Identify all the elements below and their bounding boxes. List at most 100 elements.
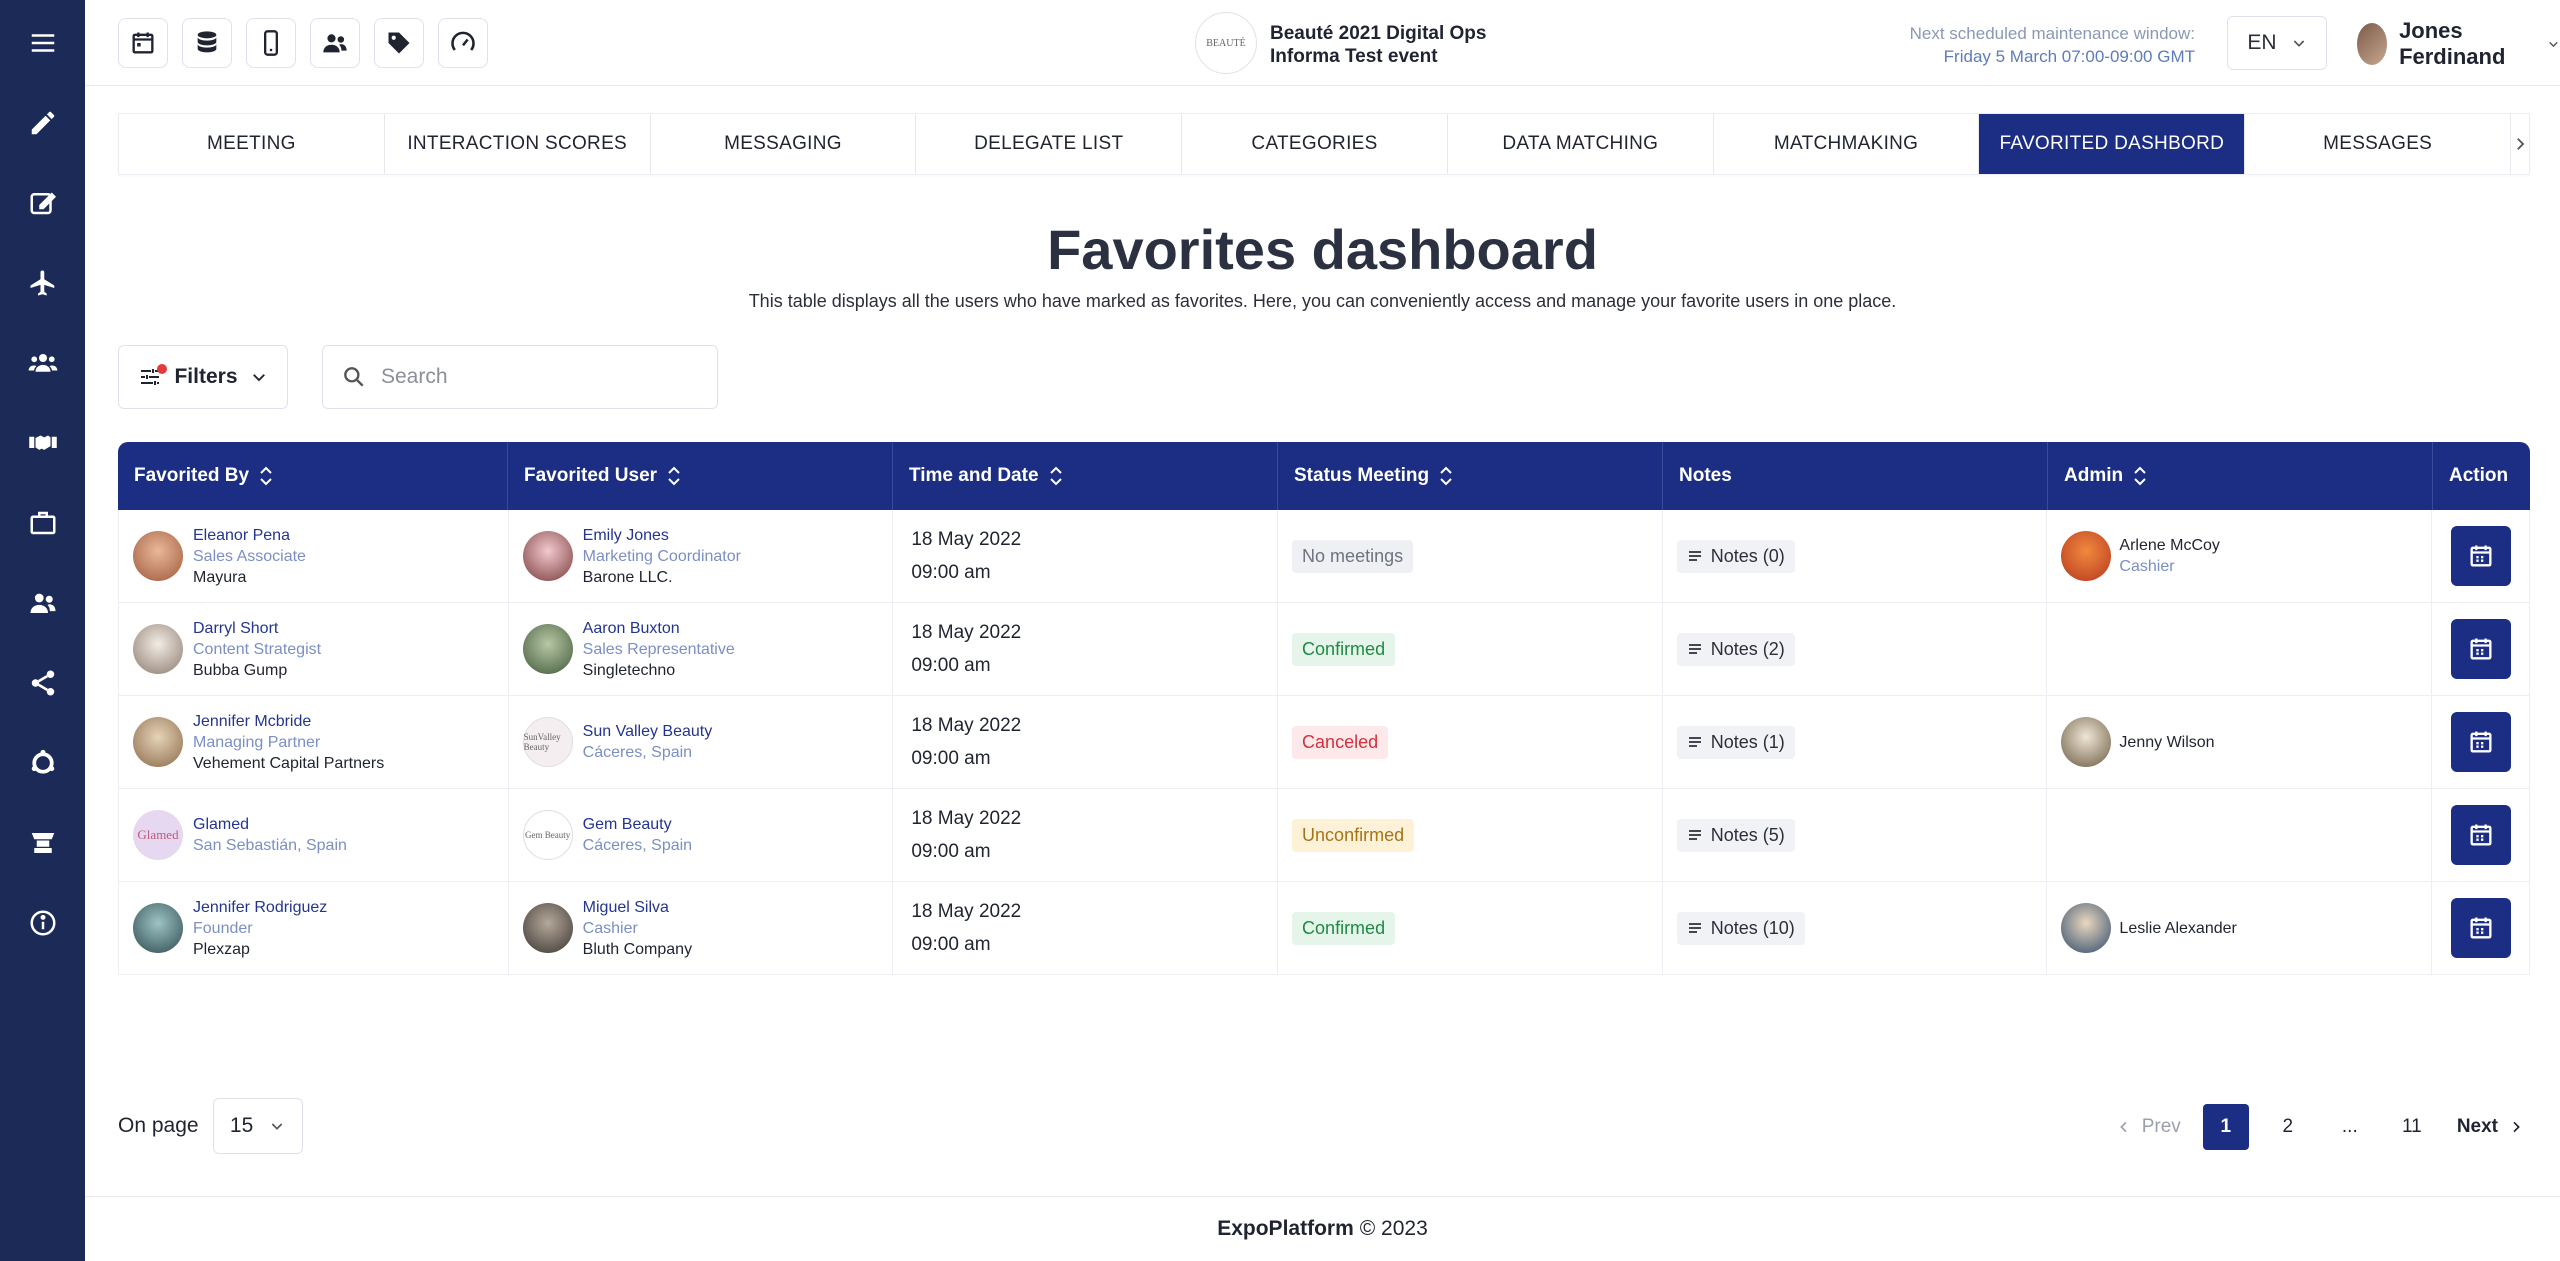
favorited-by-org: Vehement Capital Partners (193, 754, 385, 772)
tab-messages[interactable]: MESSAGES (2245, 114, 2512, 174)
chevron-right-icon (2513, 1121, 2520, 1133)
column-label: Action (2449, 465, 2509, 486)
notes-button[interactable]: Notes (10) (1676, 911, 1805, 945)
favorited-by-name[interactable]: Eleanor Pena (193, 526, 290, 544)
briefcase-icon[interactable] (0, 495, 85, 551)
page-button[interactable]: 11 (2401, 1116, 2422, 1137)
notes-button[interactable]: Notes (1) (1676, 725, 1795, 759)
meeting-date: 18 May 2022 (911, 529, 1022, 550)
prev-page-button[interactable]: Prev (2110, 1104, 2187, 1150)
tab-meeting[interactable]: MEETING (119, 114, 385, 174)
avatar (522, 624, 573, 674)
users-icon[interactable] (310, 18, 360, 68)
maintenance-notice: Next scheduled maintenance window: Frida… (1825, 22, 2195, 68)
avatar (2357, 23, 2388, 65)
page-button[interactable]: 2 (2282, 1116, 2294, 1137)
status-badge: Unconfirmed (1292, 818, 1415, 852)
meeting-date: 18 May 2022 (911, 901, 1022, 922)
handshake-icon[interactable] (0, 415, 85, 471)
tag-icon[interactable] (374, 18, 424, 68)
favorited-by-name[interactable]: Darryl Short (193, 619, 279, 637)
event-title: Beauté 2021 Digital Ops Informa Test eve… (1270, 22, 1486, 68)
calendar-icon (2470, 545, 2492, 567)
pencil-icon[interactable] (0, 95, 85, 151)
favorited-by-name[interactable]: Jennifer Rodriguez (193, 898, 328, 916)
next-page-button[interactable]: Next (2451, 1104, 2530, 1150)
favorited-user-location: Cáceres, Spain (582, 837, 693, 854)
favorited-by-name[interactable]: Jennifer Mcbride (193, 712, 312, 730)
sort-icon (1049, 466, 1062, 486)
tab-data-matching[interactable]: DATA MATCHING (1448, 114, 1714, 174)
tab-favorited-dashbord[interactable]: FAVORITED DASHBORD (1979, 114, 2246, 174)
notes-button[interactable]: Notes (5) (1676, 818, 1795, 852)
calendar-icon[interactable] (118, 18, 168, 68)
search-input[interactable] (381, 365, 701, 389)
schedule-meeting-button[interactable] (2450, 805, 2511, 865)
people-icon[interactable] (0, 575, 85, 631)
column-favorited-user[interactable]: Favorited User (508, 442, 893, 510)
footer: ExpoPlatform © 2023 (85, 1196, 2560, 1261)
favorited-user-name[interactable]: Gem Beauty (582, 816, 672, 833)
column-favorited-by[interactable]: Favorited By (118, 442, 508, 510)
column-admin[interactable]: Admin (2048, 442, 2433, 510)
tab-matchmaking[interactable]: MATCHMAKING (1714, 114, 1980, 174)
favorited-user-name[interactable]: Miguel Silva (582, 898, 669, 916)
notes-label: Notes (10) (1710, 917, 1795, 938)
company-logo: SunValley Beauty (522, 717, 573, 767)
schedule-meeting-button[interactable] (2450, 526, 2511, 586)
notes-icon (1688, 830, 1701, 840)
avatar (133, 903, 183, 953)
tabs-scroll-right[interactable] (2511, 114, 2529, 174)
chevron-down-icon (2293, 40, 2304, 47)
table-row: Eleanor Pena Sales Associate Mayura Emily … (118, 510, 2530, 603)
notes-button[interactable]: Notes (0) (1676, 539, 1795, 573)
booth-icon[interactable] (0, 815, 85, 871)
airplane-icon[interactable] (0, 255, 85, 311)
refresh-ring-icon[interactable] (0, 735, 85, 791)
schedule-meeting-button[interactable] (2450, 898, 2511, 958)
tab-categories[interactable]: CATEGORIES (1182, 114, 1448, 174)
column-label: Status Meeting (1294, 465, 1430, 486)
meeting-date: 18 May 2022 (911, 622, 1022, 643)
column-status-meeting[interactable]: Status Meeting (1278, 442, 1663, 510)
speedometer-icon[interactable] (438, 18, 488, 68)
avatar (133, 531, 183, 581)
mobile-icon[interactable] (246, 18, 296, 68)
pagination: Prev 1 2 ... 11 Next (2110, 1104, 2530, 1150)
filters-label: Filters (174, 365, 238, 388)
favorited-user-name[interactable]: Sun Valley Beauty (582, 723, 713, 740)
notes-button[interactable]: Notes (2) (1676, 632, 1795, 666)
notes-label: Notes (2) (1710, 638, 1785, 659)
favorited-user-name[interactable]: Aaron Buxton (582, 619, 680, 637)
event-name: Beauté 2021 Digital Ops (1270, 23, 1487, 44)
favorited-user-role: Sales Representative (582, 640, 735, 658)
chevron-down-icon (271, 1123, 283, 1130)
user-menu[interactable]: Jones Ferdinand (2357, 18, 2560, 69)
info-icon[interactable] (0, 895, 85, 951)
language-select[interactable]: EN (2227, 16, 2327, 70)
tab-messaging[interactable]: MESSAGING (651, 114, 917, 174)
schedule-meeting-button[interactable] (2450, 712, 2511, 772)
favorites-table: Favorited By Favorited User Time and Dat… (118, 442, 2530, 975)
database-icon[interactable] (182, 18, 232, 68)
notes-label: Notes (0) (1710, 545, 1785, 566)
schedule-meeting-button[interactable] (2450, 619, 2511, 679)
edit-square-icon[interactable] (0, 175, 85, 231)
tab-bar: MEETING INTERACTION SCORES MESSAGING DEL… (118, 113, 2530, 175)
maintenance-date: Friday 5 March 07:00-09:00 GMT (1943, 47, 2195, 66)
users-group-icon[interactable] (0, 335, 85, 391)
page-size-value: 15 (229, 1114, 254, 1137)
table-row: Jennifer Rodriguez Founder Plexzap Miguel … (118, 882, 2530, 975)
favorited-by-name[interactable]: Glamed (193, 816, 250, 833)
column-time-and-date[interactable]: Time and Date (893, 442, 1278, 510)
share-icon[interactable] (0, 655, 85, 711)
page-size-select[interactable]: 15 (212, 1098, 303, 1154)
favorited-user-name[interactable]: Emily Jones (582, 526, 669, 544)
menu-icon[interactable] (0, 15, 85, 71)
tab-delegate-list[interactable]: DELEGATE LIST (916, 114, 1183, 174)
language-value: EN (2247, 31, 2277, 54)
tab-interaction-scores[interactable]: INTERACTION SCORES (385, 114, 651, 174)
page-button[interactable]: 1 (2202, 1104, 2249, 1150)
filters-button[interactable]: Filters (118, 345, 288, 409)
user-name: Jones Ferdinand (2399, 18, 2506, 69)
